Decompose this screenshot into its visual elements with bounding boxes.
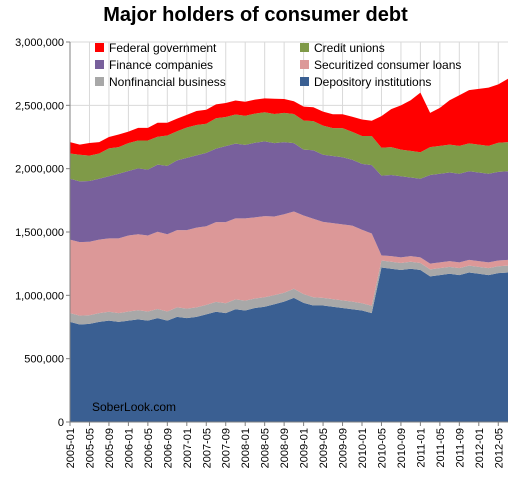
annotation-text: SoberLook.com xyxy=(92,400,176,414)
legend-swatch xyxy=(95,60,104,69)
x-tick-label: 2010-09 xyxy=(396,428,408,468)
legend-swatch xyxy=(300,60,309,69)
x-tick-label: 2005-01 xyxy=(65,428,77,468)
y-tick-label: 2,000,000 xyxy=(15,164,64,176)
legend-label: Federal government xyxy=(109,41,217,55)
y-tick-label: 1,000,000 xyxy=(15,290,64,302)
x-tick-label: 2010-01 xyxy=(357,428,369,468)
legend-label: Nonfinancial business xyxy=(109,75,226,89)
legend-swatch xyxy=(95,77,104,86)
legend-swatch xyxy=(300,43,309,52)
x-tick-label: 2007-09 xyxy=(221,428,233,468)
y-tick-label: 500,000 xyxy=(24,354,64,366)
legend-label: Finance companies xyxy=(109,58,213,72)
x-tick-label: 2005-05 xyxy=(84,428,96,468)
x-tick-label: 2007-01 xyxy=(182,428,194,468)
x-tick-label: 2009-05 xyxy=(318,428,330,468)
area-depository-institutions xyxy=(70,267,508,422)
x-tick-label: 2009-01 xyxy=(299,428,311,468)
x-tick-label: 2010-05 xyxy=(376,428,388,468)
x-tick-label: 2011-01 xyxy=(415,428,427,468)
x-tick-label: 2006-09 xyxy=(162,428,174,468)
legend-label: Depository institutions xyxy=(314,75,431,89)
legend-label: Securitized consumer loans xyxy=(314,58,461,72)
x-tick-label: 2005-09 xyxy=(104,428,116,468)
x-tick-label: 2008-09 xyxy=(279,428,291,468)
legend-swatch xyxy=(95,43,104,52)
x-tick-label: 2012-01 xyxy=(474,428,486,468)
y-tick-label: 0 xyxy=(58,417,64,429)
legend-swatch xyxy=(300,77,309,86)
area-federal-government xyxy=(70,78,508,156)
x-tick-label: 2008-01 xyxy=(240,428,252,468)
y-tick-label: 2,500,000 xyxy=(15,100,64,112)
chart-title: Major holders of consumer debt xyxy=(103,4,408,26)
x-tick-label: 2012-05 xyxy=(493,428,505,468)
x-tick-label: 2008-05 xyxy=(260,428,272,468)
x-tick-label: 2007-05 xyxy=(201,428,213,468)
x-tick-label: 2011-05 xyxy=(435,428,447,468)
x-tick-label: 2006-05 xyxy=(143,428,155,468)
area-credit-unions xyxy=(70,112,508,182)
y-tick-label: 3,000,000 xyxy=(15,37,64,49)
area-nonfinancial-business xyxy=(70,260,508,325)
area-securitized-consumer-loans xyxy=(70,211,508,316)
area-finance-companies xyxy=(70,141,508,264)
y-tick-label: 1,500,000 xyxy=(15,227,64,239)
legend-label: Credit unions xyxy=(314,41,385,55)
x-tick-label: 2006-01 xyxy=(123,428,135,468)
x-tick-label: 2011-09 xyxy=(454,428,466,468)
x-tick-label: 2009-09 xyxy=(338,428,350,468)
